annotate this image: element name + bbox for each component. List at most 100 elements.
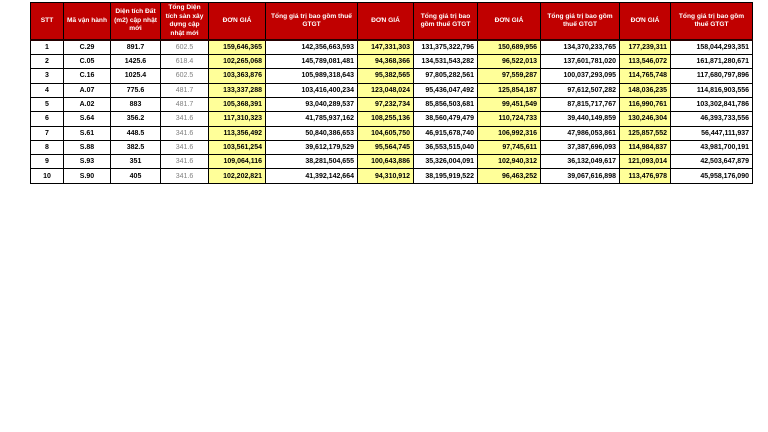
cell-don-gia-2: 97,232,734: [357, 96, 414, 113]
cell-tong-gia-tri-2: 131,375,322,796: [413, 39, 478, 56]
cell-tong-gia-tri-2: 95,436,047,492: [413, 82, 478, 98]
column-header-don-gia-3: ĐƠN GIÁ: [477, 2, 541, 42]
cell-tong-gia-tri-3: 137,601,781,020: [540, 54, 620, 70]
cell-don-gia-4: 125,857,552: [619, 125, 671, 141]
cell-stt: 3: [30, 68, 64, 84]
table-row: 8 S.88 382.5 341.6 103,561,254 39,612,179,529…: [30, 139, 753, 156]
cell-tong-gia-tri-3: 87,815,717,767: [540, 96, 620, 113]
cell-ma-van-hanh: C.16: [63, 68, 111, 84]
column-header-tong-gia-tri-4: Tổng giá trị bao gồm thuế GTGT: [670, 2, 753, 42]
cell-tong-dien-tich-san: 602.5: [160, 68, 209, 84]
cell-don-gia-2: 94,310,912: [357, 168, 414, 184]
cell-dien-tich-dat: 356.2: [110, 111, 161, 127]
cell-stt: 6: [30, 111, 64, 127]
cell-don-gia-3: 97,745,611: [477, 139, 541, 156]
column-header-tong-dien-tich-san: Tổng Diện tích sàn xây dựng cập nhật mới: [160, 2, 209, 42]
table-row: 5 A.02 883 481.7 105,368,391 93,040,289,537 97…: [30, 96, 753, 113]
cell-don-gia-1: 159,646,365: [208, 39, 266, 56]
cell-ma-van-hanh: S.64: [63, 111, 111, 127]
cell-tong-gia-tri-3: 47,986,053,861: [540, 125, 620, 141]
cell-don-gia-1: 102,202,821: [208, 168, 266, 184]
cell-stt: 7: [30, 125, 64, 141]
cell-dien-tich-dat: 448.5: [110, 125, 161, 141]
cell-tong-gia-tri-4: 114,816,903,556: [670, 82, 753, 98]
cell-tong-gia-tri-1: 142,356,663,593: [265, 39, 358, 56]
cell-stt: 10: [30, 168, 64, 184]
cell-ma-van-hanh: A.02: [63, 96, 111, 113]
cell-don-gia-4: 114,765,748: [619, 68, 671, 84]
cell-don-gia-1: 133,337,288: [208, 82, 266, 98]
cell-ma-van-hanh: C.29: [63, 39, 111, 56]
cell-dien-tich-dat: 351: [110, 154, 161, 170]
column-header-don-gia-1: ĐƠN GIÁ: [208, 2, 266, 42]
cell-tong-gia-tri-3: 39,440,149,859: [540, 111, 620, 127]
cell-don-gia-2: 104,605,750: [357, 125, 414, 141]
column-header-don-gia-4: ĐƠN GIÁ: [619, 2, 671, 42]
cell-don-gia-1: 103,561,254: [208, 139, 266, 156]
cell-tong-gia-tri-4: 158,044,293,351: [670, 39, 753, 56]
table-row: 4 A.07 775.6 481.7 133,337,288 103,416,400,23…: [30, 82, 753, 98]
cell-don-gia-3: 125,854,187: [477, 82, 541, 98]
cell-stt: 1: [30, 39, 64, 56]
cell-dien-tich-dat: 775.6: [110, 82, 161, 98]
cell-don-gia-4: 130,246,304: [619, 111, 671, 127]
cell-tong-gia-tri-4: 43,981,700,191: [670, 139, 753, 156]
cell-tong-gia-tri-2: 97,805,282,561: [413, 68, 478, 84]
cell-don-gia-1: 102,265,068: [208, 54, 266, 70]
cell-tong-gia-tri-2: 36,553,515,040: [413, 139, 478, 156]
cell-don-gia-3: 99,451,549: [477, 96, 541, 113]
cell-ma-van-hanh: A.07: [63, 82, 111, 98]
cell-tong-gia-tri-3: 39,067,616,898: [540, 168, 620, 184]
cell-don-gia-2: 123,048,024: [357, 82, 414, 98]
cell-ma-van-hanh: C.05: [63, 54, 111, 70]
cell-tong-gia-tri-3: 36,132,049,617: [540, 154, 620, 170]
table-row: 7 S.61 448.5 341.6 113,356,492 50,840,386,653…: [30, 125, 753, 141]
cell-don-gia-4: 177,239,311: [619, 39, 671, 56]
table-row: 9 S.93 351 341.6 109,064,116 38,281,504,655 10…: [30, 154, 753, 170]
cell-stt: 2: [30, 54, 64, 70]
table-row: 3 C.16 1025.4 602.5 103,363,876 105,989,318,6…: [30, 68, 753, 84]
table-row: 10 S.90 405 341.6 102,202,821 41,392,142,664 9…: [30, 168, 753, 184]
cell-don-gia-2: 95,382,565: [357, 68, 414, 84]
cell-tong-dien-tich-san: 341.6: [160, 125, 209, 141]
cell-don-gia-3: 150,689,956: [477, 39, 541, 56]
cell-tong-gia-tri-4: 42,503,647,879: [670, 154, 753, 170]
cell-ma-van-hanh: S.61: [63, 125, 111, 141]
cell-tong-gia-tri-4: 46,393,733,556: [670, 111, 753, 127]
column-header-tong-gia-tri-1: Tổng giá trị bao gồm thuế GTGT: [265, 2, 358, 42]
cell-tong-gia-tri-1: 105,989,318,643: [265, 68, 358, 84]
cell-don-gia-3: 106,992,316: [477, 125, 541, 141]
cell-don-gia-3: 110,724,733: [477, 111, 541, 127]
column-header-don-gia-2: ĐƠN GIÁ: [357, 2, 414, 42]
cell-tong-gia-tri-1: 41,785,937,162: [265, 111, 358, 127]
cell-tong-dien-tich-san: 481.7: [160, 96, 209, 113]
cell-don-gia-1: 113,356,492: [208, 125, 266, 141]
cell-dien-tich-dat: 891.7: [110, 39, 161, 56]
cell-don-gia-4: 113,546,072: [619, 54, 671, 70]
table-row: 6 S.64 356.2 341.6 117,310,323 41,785,937,162…: [30, 111, 753, 127]
column-header-tong-gia-tri-3: Tổng giá trị bao gồm thuế GTGT: [540, 2, 620, 42]
cell-don-gia-1: 103,363,876: [208, 68, 266, 84]
cell-tong-gia-tri-2: 134,531,543,282: [413, 54, 478, 70]
cell-tong-gia-tri-2: 38,195,919,522: [413, 168, 478, 184]
cell-don-gia-2: 108,255,136: [357, 111, 414, 127]
cell-tong-gia-tri-4: 45,958,176,090: [670, 168, 753, 184]
cell-tong-gia-tri-1: 103,416,400,234: [265, 82, 358, 98]
cell-don-gia-4: 113,476,978: [619, 168, 671, 184]
cell-tong-gia-tri-4: 161,871,280,671: [670, 54, 753, 70]
cell-stt: 9: [30, 154, 64, 170]
cell-don-gia-2: 94,368,366: [357, 54, 414, 70]
column-header-dien-tich-dat: Diện tích Đất (m2) cập nhật mới: [110, 2, 161, 42]
cell-dien-tich-dat: 1425.6: [110, 54, 161, 70]
cell-tong-gia-tri-3: 134,370,233,765: [540, 39, 620, 56]
cell-tong-gia-tri-1: 145,789,081,481: [265, 54, 358, 70]
cell-don-gia-1: 117,310,323: [208, 111, 266, 127]
table-header-row: STT Mã vận hành Diện tích Đất (m2) cập nhậ…: [30, 2, 753, 42]
column-header-ma-van-hanh: Mã vận hành: [63, 2, 111, 42]
cell-don-gia-3: 102,940,312: [477, 154, 541, 170]
cell-ma-van-hanh: S.93: [63, 154, 111, 170]
cell-tong-gia-tri-2: 46,915,678,740: [413, 125, 478, 141]
cell-tong-gia-tri-2: 85,856,503,681: [413, 96, 478, 113]
cell-tong-dien-tich-san: 602.5: [160, 39, 209, 56]
cell-tong-gia-tri-1: 93,040,289,537: [265, 96, 358, 113]
